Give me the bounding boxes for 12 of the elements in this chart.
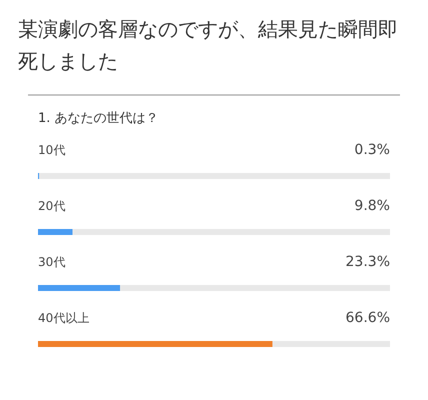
- data-label: 0.3%: [354, 142, 390, 158]
- data-label: 9.8%: [354, 198, 390, 214]
- bar: [38, 285, 120, 291]
- data-label: 66.6%: [346, 310, 390, 326]
- chart-title: 某演劇の客層なのですが、結果見た瞬間即死しました: [18, 17, 398, 73]
- y-tick-label: 20代: [38, 199, 66, 213]
- chart-subtitle: 1. あなたの世代は？: [38, 111, 159, 126]
- y-tick-label: 10代: [38, 143, 66, 157]
- bar: [38, 229, 72, 235]
- data-label: 23.3%: [346, 254, 390, 270]
- y-tick-label: 40代以上: [38, 311, 90, 325]
- y-tick-label: 30代: [38, 255, 66, 269]
